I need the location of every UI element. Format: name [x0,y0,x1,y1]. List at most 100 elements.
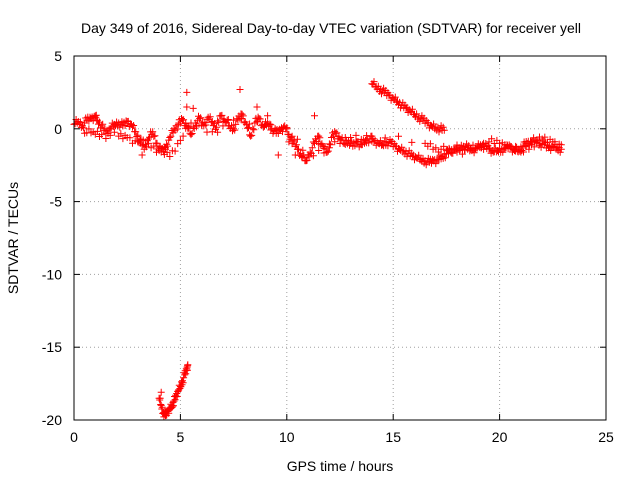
data-point [470,149,478,157]
data-point [456,147,464,154]
data-point [139,136,147,144]
data-point [150,142,158,150]
data-point [408,105,416,113]
data-point [188,130,196,137]
x-tick-label: 0 [70,429,78,445]
x-tick-label: 20 [492,429,508,445]
data-point [285,138,293,146]
data-point [231,126,239,134]
data-point [315,132,323,140]
grid [74,56,606,420]
data-point [267,121,275,129]
data-point [482,143,490,150]
data-point [253,103,261,111]
data-point [370,78,378,86]
chart-title: Day 349 of 2016, Sidereal Day-to-day VTE… [81,20,581,36]
data-point [218,111,226,119]
data-point [292,141,300,149]
x-tick-label: 15 [385,429,401,445]
data-point [309,152,317,160]
data-point [245,124,252,132]
series-isolated-points [138,86,323,396]
data-point [183,88,191,96]
data-point [187,119,195,127]
series-main-trace [70,110,565,169]
series-upper-branch [368,78,448,136]
data-point [274,151,282,159]
data-point [333,129,341,137]
data-point [248,131,256,139]
data-point [325,144,333,152]
data-point [272,126,280,134]
data-point [324,147,332,155]
data-point [295,145,302,153]
data-point [347,134,355,141]
data-point [432,160,440,168]
data-point [520,148,527,156]
data-point [182,370,190,378]
data-point [183,103,191,111]
data-point [168,403,176,411]
y-tick-label: -5 [50,194,63,210]
data-point [435,128,443,136]
data-point [98,131,106,139]
data-point [179,132,187,140]
data-point [106,131,114,139]
y-axis-label: SDTVAR / TECUs [5,182,21,294]
data-point [466,145,474,153]
data-point [499,148,507,156]
data-point [283,125,291,133]
data-point [80,124,88,132]
data-point [357,135,365,143]
data-point [445,144,453,152]
data-point [196,115,204,123]
series-secondary-branch [81,115,565,160]
data-point [93,127,101,135]
data-point [525,145,533,153]
data-point [156,394,164,402]
data-point [173,125,181,133]
data-point [236,86,244,93]
data-point [368,132,376,140]
data-point [202,121,210,129]
data-point [171,147,179,155]
data-point [246,120,254,128]
data-point [76,118,84,126]
data-point [458,150,466,158]
data-point [121,122,129,129]
x-tick-label: 10 [279,429,295,445]
data-point [321,143,329,151]
data-point [230,116,238,124]
data-point [133,133,141,140]
data-point [290,136,298,144]
data-point [158,403,166,411]
data-point [512,142,520,150]
data-point [215,118,223,126]
data-point [134,131,142,139]
data-point [518,147,526,154]
data-point [469,141,477,149]
data-point [180,116,188,124]
data-point [219,122,227,130]
data-point [315,139,323,147]
data-point [92,111,100,119]
data-point [208,128,216,136]
data-point [192,123,200,131]
data-point [232,120,240,128]
data-point [304,151,312,159]
data-point [162,145,169,153]
data-point [326,141,334,149]
data-point [376,137,384,145]
data-point [415,151,423,159]
data-point [197,114,205,122]
data-point [365,139,373,147]
data-point [441,154,449,162]
data-point [551,138,559,146]
data-point [117,130,125,138]
data-point [198,122,206,130]
data-point [488,135,496,143]
data-points [70,78,565,421]
data-point [264,112,272,120]
data-point [299,146,307,154]
data-point [151,132,159,140]
